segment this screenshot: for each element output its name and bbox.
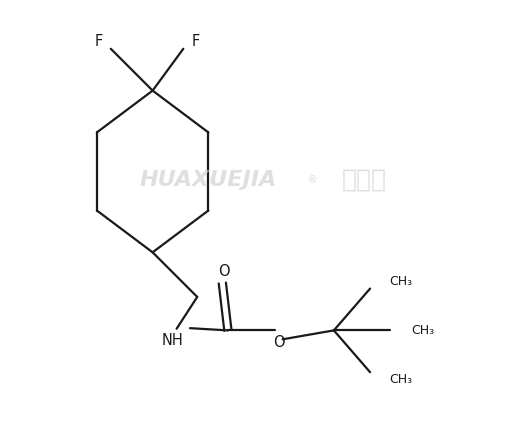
Text: ®: ® [306, 175, 317, 185]
Text: O: O [272, 335, 284, 349]
Text: NH: NH [161, 333, 183, 348]
Text: CH₃: CH₃ [410, 324, 433, 337]
Text: HUAXUEJIA: HUAXUEJIA [139, 170, 276, 190]
Text: CH₃: CH₃ [389, 275, 412, 288]
Text: CH₃: CH₃ [389, 373, 412, 386]
Text: O: O [217, 264, 229, 280]
Text: F: F [191, 34, 199, 49]
Text: F: F [94, 34, 103, 49]
Text: 化学加: 化学加 [341, 168, 386, 192]
